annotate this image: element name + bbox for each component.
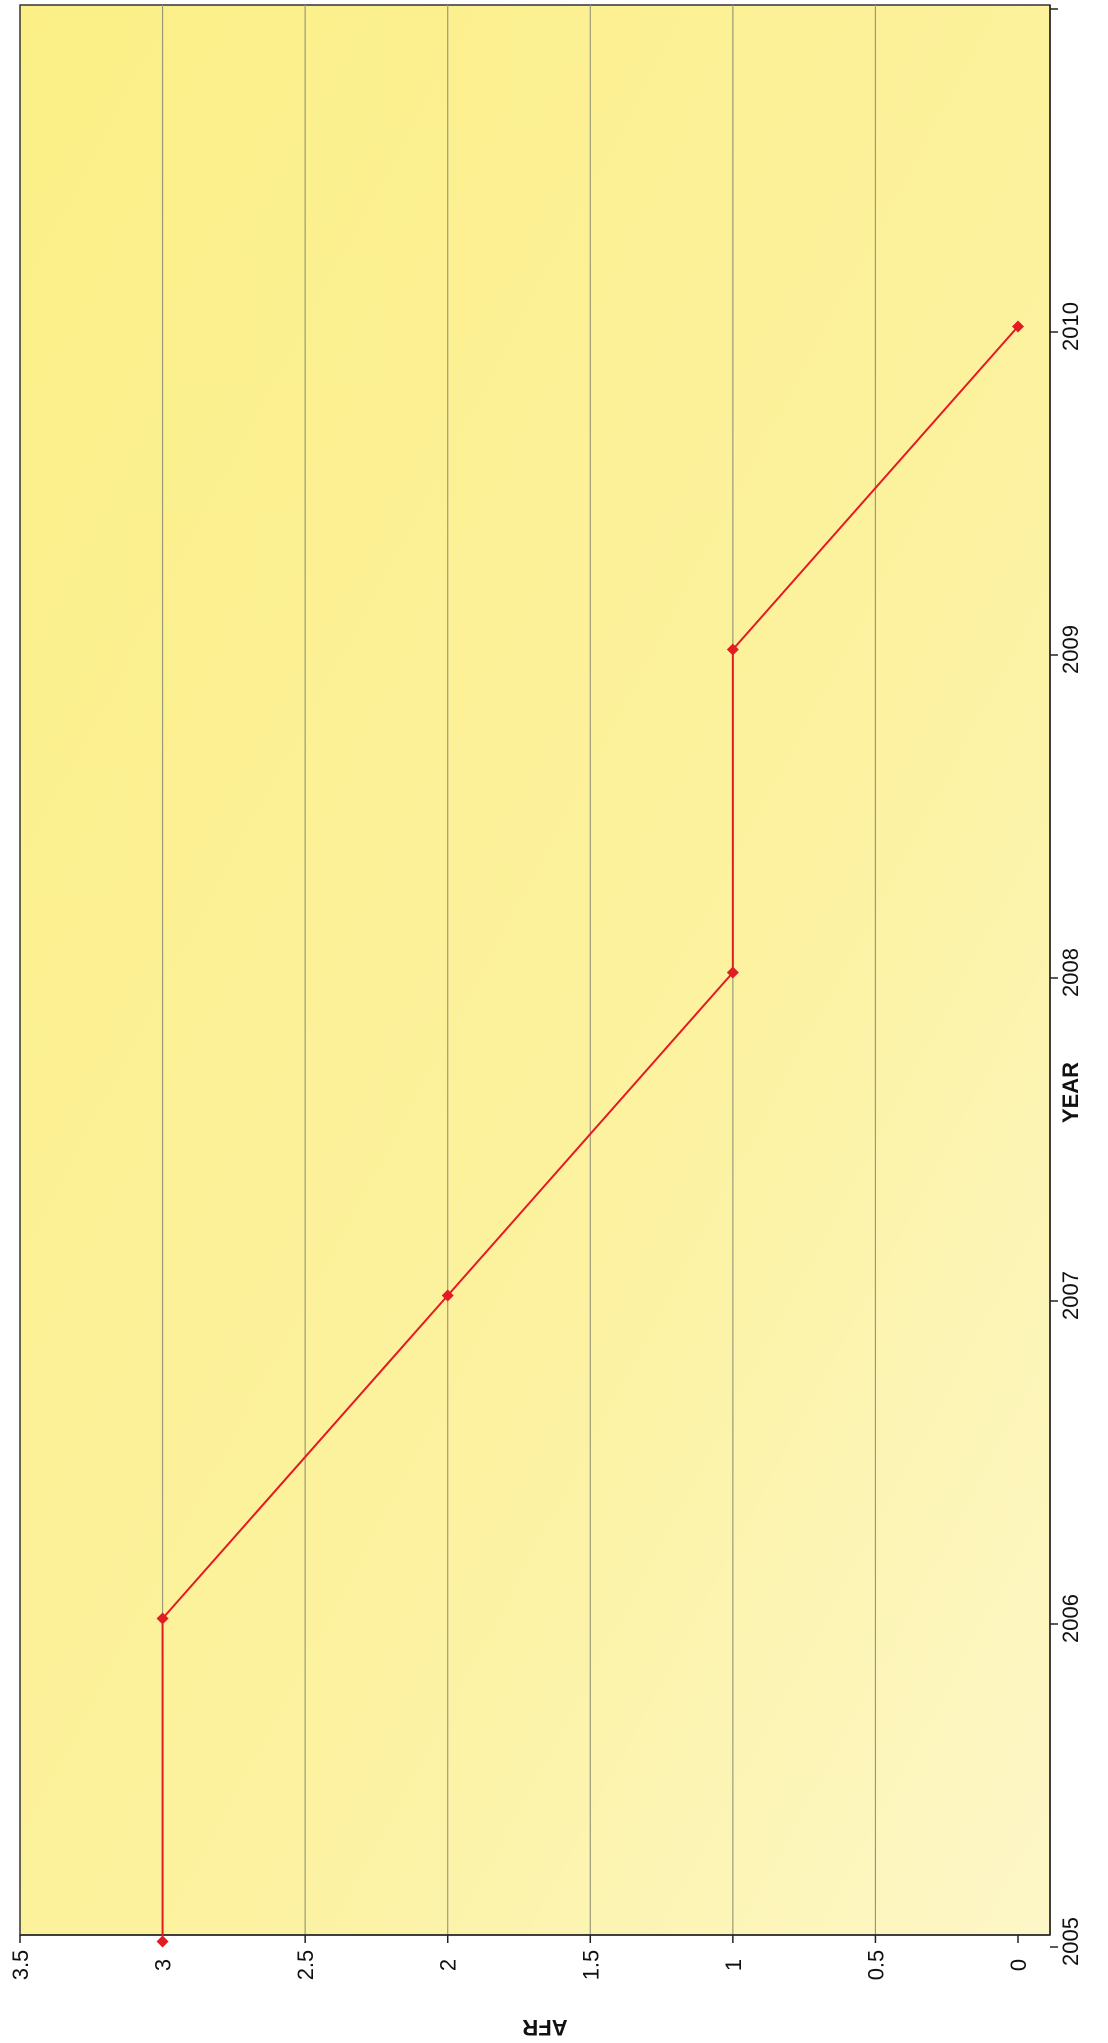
y-tick-label: 1.5 — [578, 1950, 603, 1981]
y-tick-label: 3 — [151, 1959, 176, 1971]
y-tick-label: 2 — [436, 1959, 461, 1971]
x-tick-label: 2007 — [1058, 1271, 1083, 1320]
x-tick-label: 2006 — [1058, 1594, 1083, 1643]
x-axis-title: YEAR — [1058, 1062, 1083, 1123]
data-point — [726, 966, 739, 979]
data-point — [441, 1289, 454, 1302]
x-tick-label: 2010 — [1058, 302, 1083, 351]
series-line-path — [161, 325, 1019, 1942]
y-tick-label: 0.5 — [863, 1950, 888, 1981]
y-axis-ticks: 0 0.5 1 1.5 2 2.5 3 3.5 — [8, 1935, 1031, 1980]
y-axis-title: AFR — [522, 2015, 567, 2040]
data-point — [156, 1612, 169, 1625]
y-tick-label: 2.5 — [293, 1950, 318, 1981]
x-tick-label: 2008 — [1058, 948, 1083, 997]
axis-titles: AFR YEAR — [522, 1062, 1083, 2040]
x-tick-label: 2009 — [1058, 625, 1083, 674]
data-point — [726, 643, 739, 656]
plot-background — [19, 4, 1051, 1936]
y-tick-label: 3.5 — [8, 1950, 33, 1981]
y-tick-label: 1 — [721, 1959, 746, 1971]
x-axis-ticks: 2005 2006 2007 2008 2009 2010 — [1058, 302, 1083, 1966]
series-line — [156, 320, 1024, 1948]
data-point — [156, 1935, 169, 1948]
plot-area — [19, 4, 1058, 1948]
x-tick-label: 2005 — [1058, 1917, 1083, 1966]
data-point — [1012, 320, 1024, 333]
y-tick-label: 0 — [1006, 1959, 1031, 1971]
